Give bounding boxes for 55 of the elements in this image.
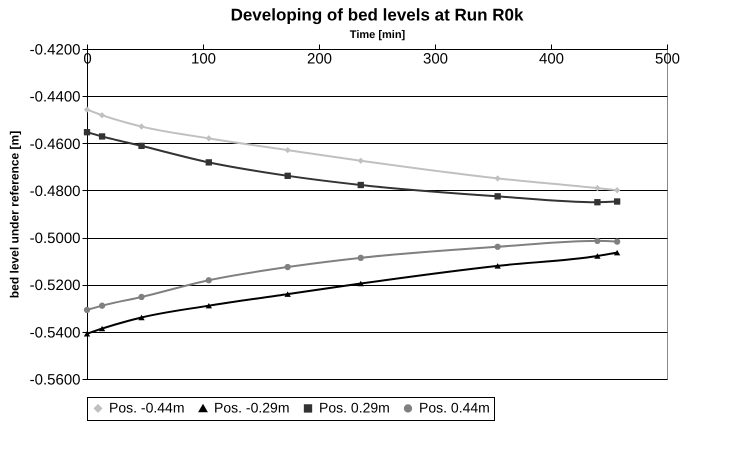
point [98, 112, 106, 118]
point [358, 280, 364, 286]
point [98, 326, 106, 332]
x-tick-label: 100 [190, 50, 216, 68]
y-tick-label: -0.4400 [30, 88, 80, 106]
point [614, 238, 620, 245]
y-tick-label: -0.5400 [30, 324, 80, 342]
point [494, 175, 501, 182]
point [614, 250, 620, 256]
point [494, 263, 501, 269]
point [494, 193, 501, 200]
point [358, 182, 364, 188]
point [594, 238, 601, 244]
y-axis-title: bed level under reference [m] [8, 130, 22, 298]
x-tick-label: 200 [306, 50, 332, 68]
point [594, 184, 601, 192]
point [84, 129, 90, 136]
point [284, 291, 291, 297]
point [84, 106, 90, 113]
x-tick-label: 400 [538, 50, 564, 68]
y-tick-label: -0.4800 [30, 182, 80, 200]
y-tick-label: -0.4200 [30, 42, 80, 58]
point [284, 264, 291, 270]
point [138, 294, 145, 300]
x-tick-label: 300 [422, 50, 448, 68]
x-tick-label: 500 [654, 50, 680, 68]
y-tick-label: -0.5200 [30, 277, 80, 294]
point [614, 187, 620, 194]
chart-title: Developing of bed levels at Run R0k [230, 6, 524, 24]
y-tick-label: -0.5600 [30, 372, 80, 388]
point [614, 198, 620, 205]
point [594, 199, 601, 206]
point [206, 159, 212, 166]
point [206, 135, 212, 142]
point [138, 142, 145, 150]
y-tick-label: -0.4600 [30, 136, 80, 153]
point [138, 123, 145, 130]
point [358, 254, 364, 261]
y-tick-label: -0.5000 [30, 230, 80, 248]
point [494, 244, 501, 250]
point [138, 314, 145, 320]
legend-label: Pos. 0.44m [419, 399, 490, 416]
point [98, 302, 106, 309]
legend-label: Pos. -0.44m [109, 399, 184, 416]
point [206, 302, 212, 308]
point [594, 253, 601, 259]
point [284, 146, 291, 154]
point [358, 158, 364, 164]
legend-label: Pos. 0.29m [319, 399, 390, 416]
point [206, 277, 212, 284]
point [98, 133, 106, 140]
point [84, 306, 90, 314]
point [284, 172, 291, 179]
x-axis-title: Time [min] [350, 29, 406, 41]
legend-label: Pos. -0.29m [214, 400, 290, 416]
